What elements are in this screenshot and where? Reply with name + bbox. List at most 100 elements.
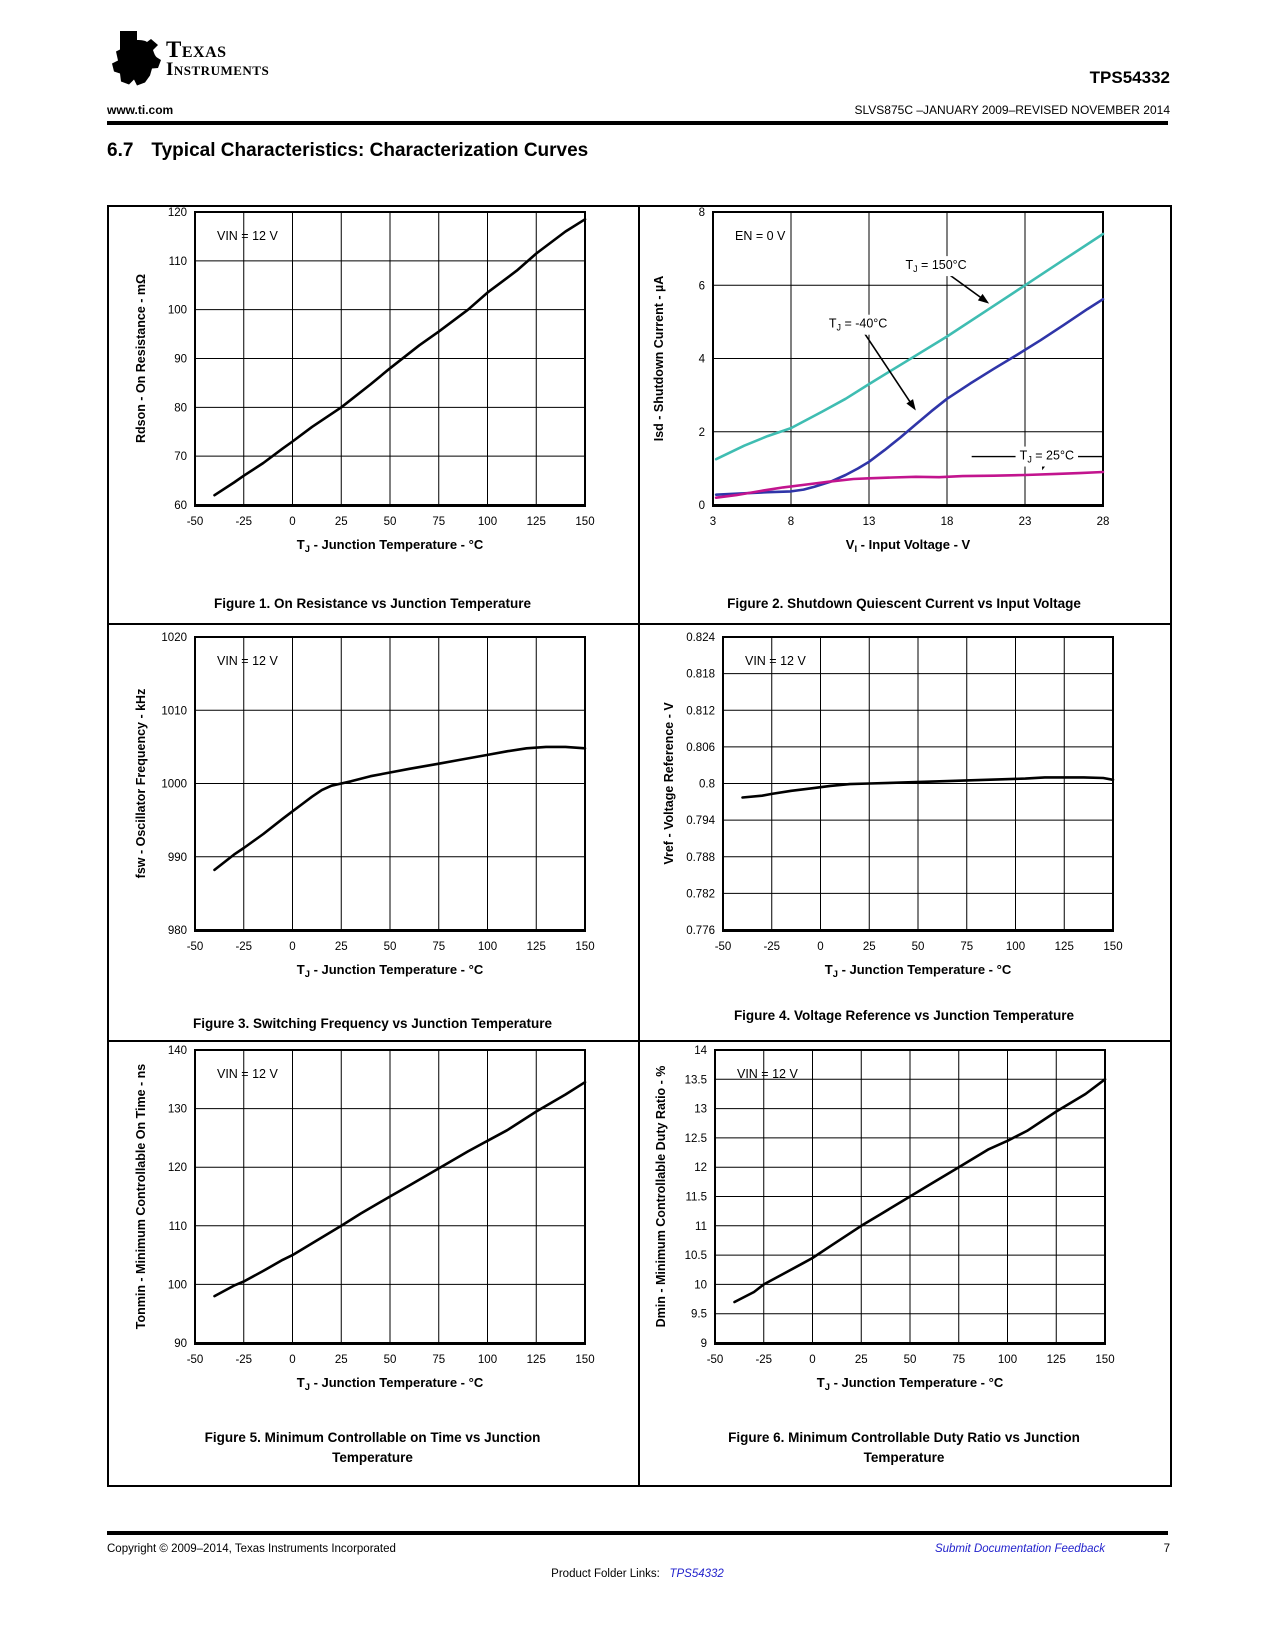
- row-divider-1: [109, 623, 1170, 625]
- svg-text:8: 8: [699, 207, 705, 219]
- svg-text:0.8: 0.8: [699, 779, 715, 791]
- svg-text:90: 90: [174, 1338, 187, 1350]
- svg-text:100: 100: [168, 305, 187, 317]
- ti-logo-icon: ti: [107, 30, 161, 86]
- svg-text:125: 125: [1047, 1354, 1066, 1366]
- svg-text:2: 2: [699, 427, 705, 439]
- svg-text:Isd - Shutdown Current - µA: Isd - Shutdown Current - µA: [652, 276, 666, 442]
- svg-text:-50: -50: [187, 1354, 204, 1366]
- ti-brand-text: Texas Instruments: [166, 38, 269, 79]
- doc-info: SLVS875C –JANUARY 2009–REVISED NOVEMBER …: [854, 103, 1171, 117]
- svg-text:VIN = 12 V: VIN = 12 V: [217, 1067, 278, 1081]
- row-divider-2: [109, 1040, 1170, 1042]
- svg-text:TJ - Junction Temperature - °C: TJ - Junction Temperature - °C: [817, 1375, 1004, 1392]
- svg-text:9: 9: [701, 1338, 707, 1350]
- svg-text:TJ = 150°C: TJ = 150°C: [905, 258, 966, 274]
- figure6-caption-text: Figure 6. Minimum Controllable Duty Rati…: [728, 1430, 1080, 1466]
- figure5-caption-text: Figure 5. Minimum Controllable on Time v…: [204, 1430, 541, 1466]
- svg-text:VIN = 12 V: VIN = 12 V: [737, 1067, 798, 1081]
- column-divider: [638, 207, 640, 1485]
- svg-text:VIN = 12 V: VIN = 12 V: [745, 654, 806, 668]
- svg-text:100: 100: [478, 941, 497, 953]
- svg-text:125: 125: [1055, 941, 1074, 953]
- svg-text:6: 6: [699, 280, 705, 292]
- header-rule: [107, 121, 1168, 125]
- svg-text:110: 110: [169, 256, 187, 268]
- svg-text:0.824: 0.824: [686, 632, 715, 644]
- svg-text:-50: -50: [707, 1354, 724, 1366]
- svg-text:EN = 0 V: EN = 0 V: [735, 229, 786, 243]
- svg-text:70: 70: [174, 451, 187, 463]
- svg-text:120: 120: [168, 1162, 187, 1174]
- svg-text:28: 28: [1097, 516, 1110, 528]
- svg-text:-25: -25: [763, 941, 780, 953]
- svg-text:12: 12: [694, 1162, 707, 1174]
- svg-text:TJ - Junction Temperature - °C: TJ - Junction Temperature - °C: [825, 962, 1012, 979]
- section-heading: 6.7 Typical Characteristics: Characteriza…: [107, 140, 588, 162]
- svg-text:0.794: 0.794: [686, 815, 715, 827]
- figure-table: [107, 205, 1172, 1487]
- copyright-text: Copyright © 2009–2014, Texas Instruments…: [107, 1543, 396, 1555]
- svg-text:-25: -25: [235, 516, 252, 528]
- svg-text:14: 14: [694, 1045, 707, 1057]
- svg-text:25: 25: [855, 1354, 868, 1366]
- svg-text:0: 0: [289, 1354, 295, 1366]
- svg-text:0: 0: [289, 941, 295, 953]
- svg-text:75: 75: [432, 1354, 445, 1366]
- svg-text:VIN = 12 V: VIN = 12 V: [217, 654, 278, 668]
- svg-text:25: 25: [335, 941, 348, 953]
- figure6-chart: -50 -25 0 25 50 75 100 125 150 9 9.5 10 10.5 11 11.5 12…: [635, 1036, 1115, 1401]
- svg-text:150: 150: [575, 516, 594, 528]
- website-link[interactable]: www.ti.com: [107, 103, 174, 117]
- figure3-caption: Figure 3. Switching Frequency vs Junctio…: [192, 1016, 553, 1031]
- svg-text:125: 125: [527, 516, 546, 528]
- svg-text:25: 25: [335, 516, 348, 528]
- svg-text:-25: -25: [235, 1354, 252, 1366]
- svg-text:Vref - Voltage Reference - V: Vref - Voltage Reference - V: [662, 702, 676, 865]
- svg-text:100: 100: [1006, 941, 1025, 953]
- svg-text:VI - Input Voltage - V: VI - Input Voltage - V: [846, 537, 971, 554]
- svg-text:100: 100: [168, 1279, 187, 1291]
- svg-text:75: 75: [432, 516, 445, 528]
- svg-text:1010: 1010: [161, 705, 187, 717]
- svg-text:150: 150: [1095, 1354, 1114, 1366]
- svg-text:150: 150: [1103, 941, 1122, 953]
- svg-text:12.5: 12.5: [685, 1133, 707, 1145]
- figure3-chart: -50 -25 0 25 50 75 100 125 150 980 990 1000 1010 1020…: [115, 623, 595, 988]
- figure4-caption: Figure 4. Voltage Reference vs Junction …: [733, 1008, 1075, 1023]
- svg-text:9.5: 9.5: [691, 1309, 707, 1321]
- svg-text:0.818: 0.818: [686, 669, 715, 681]
- svg-text:10: 10: [694, 1279, 707, 1291]
- feedback-link[interactable]: Submit Documentation Feedback: [934, 1543, 1105, 1555]
- figure1-chart: -50 -25 0 25 50 75 100 125 150 60 70 80 90 100 110 120 V…: [115, 198, 595, 563]
- svg-text:50: 50: [384, 941, 397, 953]
- svg-text:100: 100: [478, 1354, 497, 1366]
- svg-text:1000: 1000: [161, 779, 187, 791]
- svg-text:125: 125: [527, 1354, 546, 1366]
- svg-text:-25: -25: [755, 1354, 772, 1366]
- svg-text:25: 25: [335, 1354, 348, 1366]
- product-folder-prefix: Product Folder Links:: [551, 1568, 660, 1580]
- svg-text:90: 90: [174, 354, 187, 366]
- svg-text:Rdson - On Resistance - mΩ: Rdson - On Resistance - mΩ: [134, 274, 148, 443]
- svg-text:1020: 1020: [161, 632, 187, 644]
- section-title: Typical Characteristics: Characterizatio…: [151, 140, 589, 161]
- svg-text:-50: -50: [187, 516, 204, 528]
- svg-text:0: 0: [809, 1354, 815, 1366]
- svg-text:130: 130: [168, 1104, 187, 1116]
- svg-text:10.5: 10.5: [685, 1250, 707, 1262]
- svg-text:150: 150: [575, 1354, 594, 1366]
- product-folder-link[interactable]: TPS54332: [669, 1568, 724, 1580]
- ti-monogram: ti: [126, 37, 143, 67]
- svg-text:TJ - Junction Temperature - °C: TJ - Junction Temperature - °C: [297, 1375, 484, 1392]
- svg-text:11: 11: [695, 1221, 707, 1233]
- svg-text:120: 120: [168, 207, 187, 219]
- svg-text:0.812: 0.812: [686, 705, 715, 717]
- svg-text:0.782: 0.782: [686, 888, 715, 900]
- svg-text:150: 150: [575, 941, 594, 953]
- svg-text:80: 80: [174, 402, 187, 414]
- part-number: TPS54332: [1089, 68, 1170, 87]
- svg-text:3: 3: [710, 516, 716, 528]
- figure5-chart: -50 -25 0 25 50 75 100 125 150 90 100 110 120 130 140 V…: [115, 1036, 595, 1401]
